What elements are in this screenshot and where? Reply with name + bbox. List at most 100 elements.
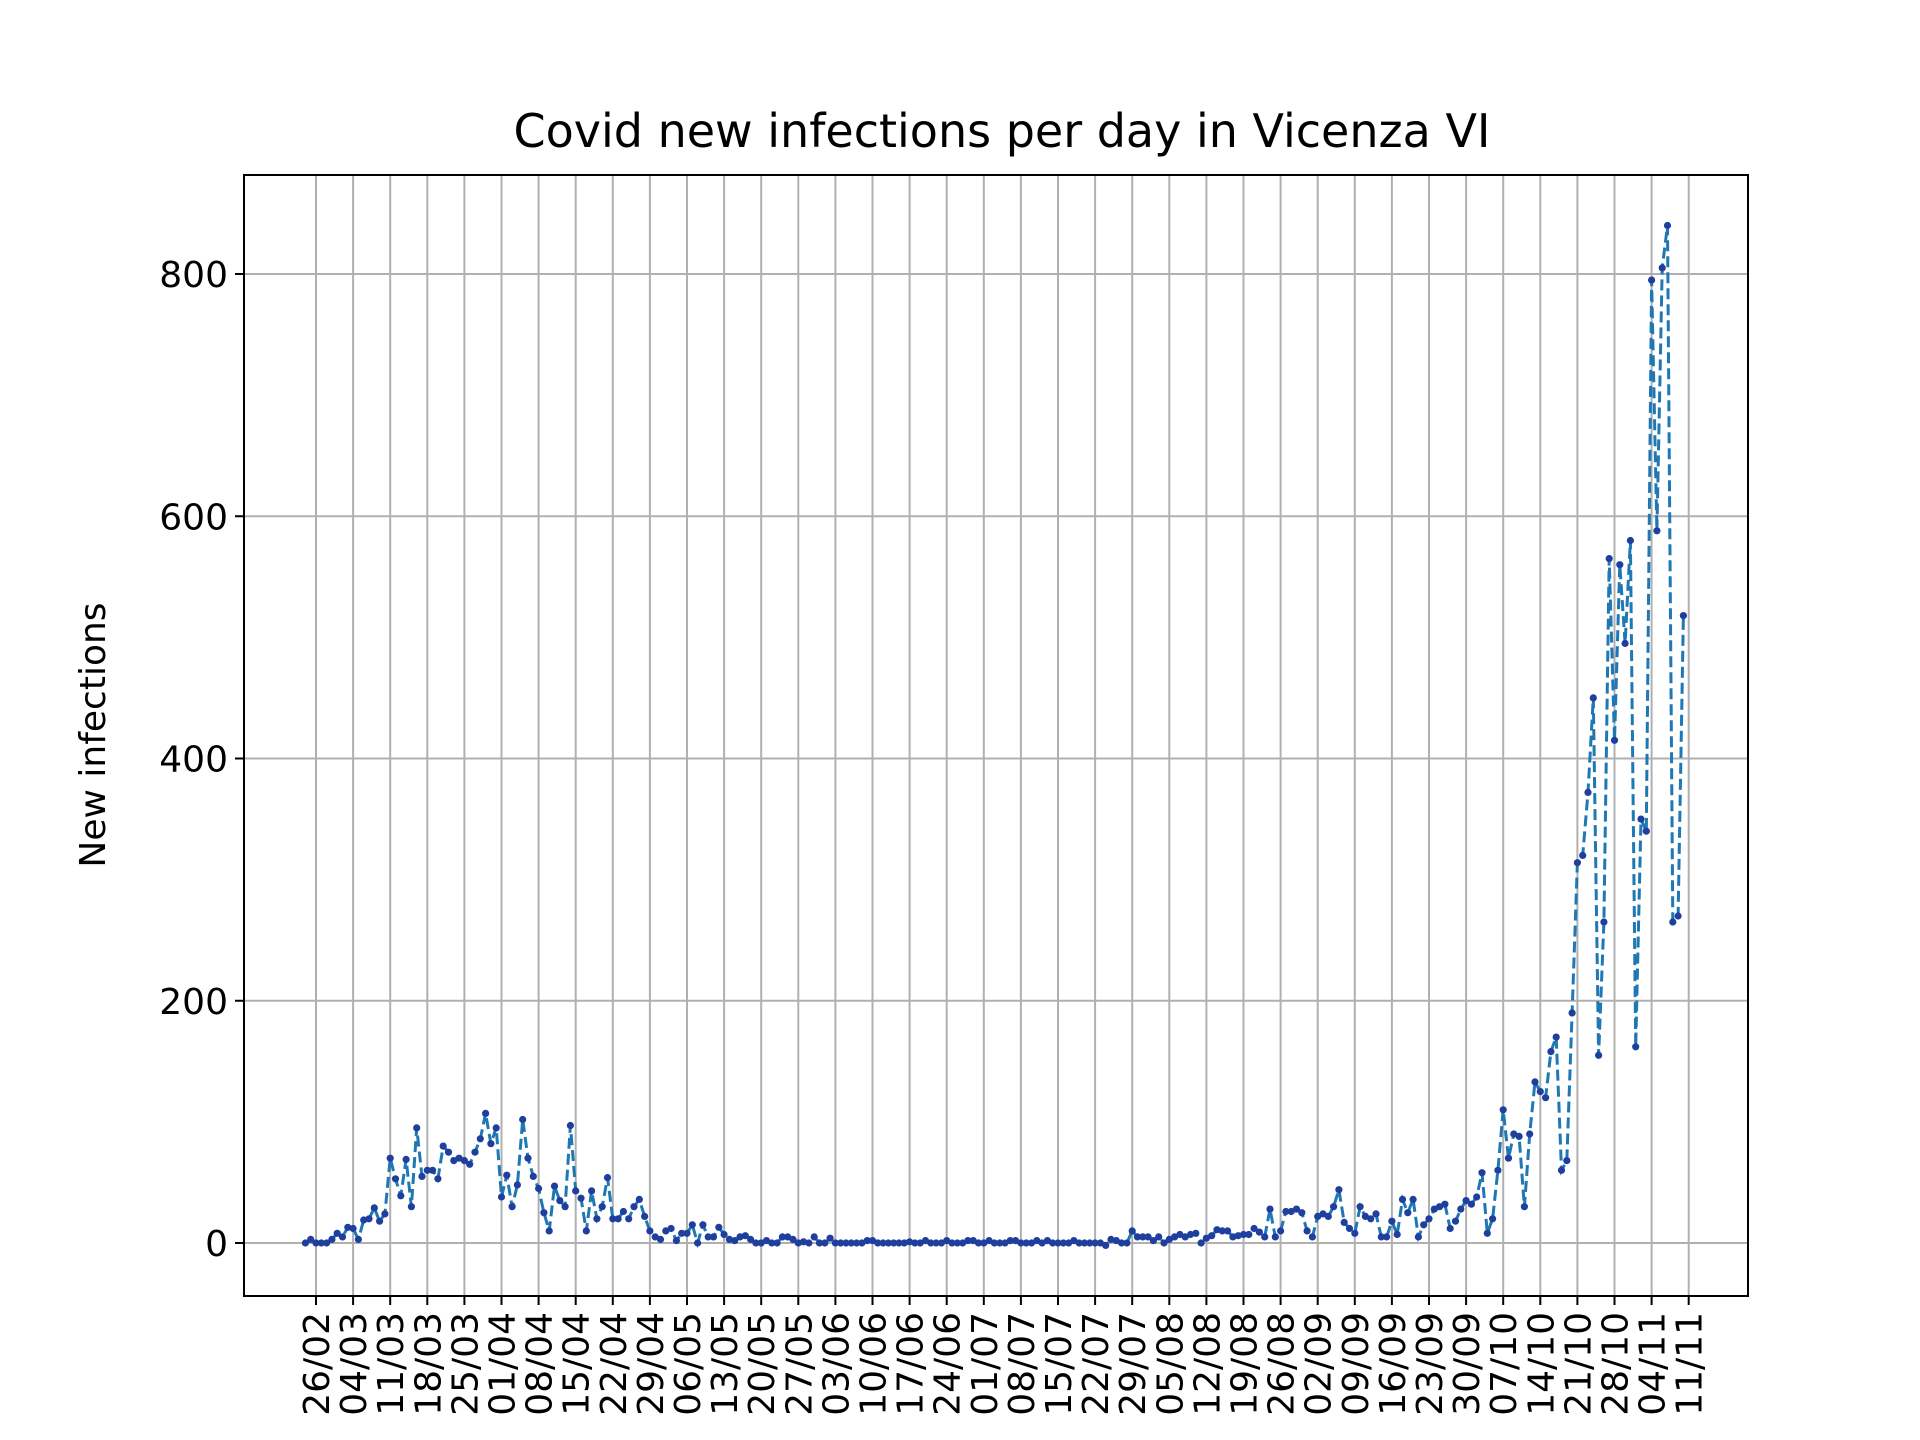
data-point (540, 1209, 548, 1217)
data-point (1383, 1233, 1391, 1241)
data-point (699, 1221, 707, 1229)
y-axis: 0 200 400 600 800 (159, 255, 244, 1265)
plot-frame (243, 174, 1749, 1297)
y-axis-label: New infections (73, 602, 114, 867)
y-tick-label: 600 (159, 497, 228, 538)
x-tick-label: 14/10 (1521, 1312, 1562, 1416)
data-point (429, 1166, 437, 1174)
data-point (1298, 1209, 1306, 1217)
data-point (1642, 827, 1650, 835)
data-point (466, 1160, 474, 1168)
data-point (487, 1140, 495, 1148)
data-point (1526, 1130, 1534, 1138)
data-point (1605, 555, 1613, 563)
data-point (535, 1184, 543, 1193)
data-point (641, 1212, 649, 1220)
data-point (1224, 1227, 1232, 1235)
data-point (556, 1197, 564, 1205)
data-point (1372, 1210, 1380, 1218)
x-tick-label: 24/06 (928, 1312, 969, 1416)
data-point (747, 1235, 755, 1243)
x-tick-label: 11/11 (1670, 1312, 1711, 1416)
data-point (709, 1233, 718, 1241)
data-point (1255, 1228, 1263, 1236)
data-point (1128, 1227, 1136, 1235)
x-tick-label: 01/07 (965, 1312, 1006, 1416)
data-point (1308, 1233, 1316, 1241)
data-point (1679, 612, 1687, 620)
data-point (953, 1239, 961, 1247)
x-tick-label: 29/04 (631, 1312, 672, 1416)
data-point (365, 1215, 373, 1223)
x-tick-label: 15/04 (557, 1312, 598, 1416)
x-tick-label: 02/09 (1299, 1312, 1340, 1416)
data-point (1271, 1233, 1279, 1241)
data-point (577, 1194, 585, 1202)
data-point (460, 1157, 468, 1165)
x-tick-label: 04/11 (1633, 1312, 1674, 1416)
data-point (1303, 1227, 1311, 1235)
data-point (1536, 1088, 1544, 1096)
data-point (1653, 527, 1661, 535)
data-point (1351, 1229, 1359, 1237)
data-point (1589, 694, 1597, 702)
x-tick-label: 10/06 (854, 1312, 895, 1416)
data-point (301, 1239, 309, 1247)
data-point (497, 1193, 506, 1201)
x-tick-label: 07/10 (1484, 1312, 1525, 1416)
chart-title: Covid new infections per day in Vicenza … (513, 104, 1490, 158)
data-point (1330, 1203, 1338, 1211)
data-point (1393, 1230, 1401, 1239)
data-point (312, 1239, 320, 1247)
series-line-group (301, 221, 1687, 1249)
data-point (1547, 1048, 1555, 1056)
data-point (720, 1230, 728, 1239)
data-point (418, 1172, 426, 1180)
data-point (1573, 859, 1581, 867)
x-tick-label: 21/10 (1558, 1312, 1599, 1416)
data-point (1075, 1239, 1083, 1247)
data-point (656, 1235, 665, 1243)
data-point (1208, 1232, 1216, 1240)
data-point (768, 1239, 776, 1247)
data-point (482, 1109, 490, 1117)
data-point (1648, 276, 1656, 284)
data-point (630, 1203, 638, 1211)
data-point (1467, 1200, 1475, 1208)
data-point (837, 1239, 845, 1247)
data-point (1626, 536, 1634, 545)
data-point (1345, 1224, 1354, 1233)
data-point (471, 1148, 479, 1156)
x-tick-label: 06/05 (668, 1312, 709, 1416)
data-point (1277, 1227, 1285, 1235)
x-axis: 26/0204/0311/0318/0325/0301/0408/0415/04… (297, 1296, 1711, 1416)
data-point (376, 1217, 384, 1225)
data-point (1674, 912, 1682, 920)
data-point (1086, 1239, 1094, 1247)
data-point (1123, 1239, 1131, 1247)
data-point (741, 1232, 749, 1240)
x-tick-label: 28/10 (1596, 1312, 1637, 1416)
data-point (731, 1237, 739, 1245)
data-point (492, 1124, 500, 1132)
data-point (1568, 1009, 1576, 1017)
data-point (927, 1239, 935, 1247)
data-point (1367, 1215, 1375, 1223)
data-point (1499, 1106, 1507, 1114)
data-point (1531, 1078, 1539, 1086)
data-point (842, 1239, 850, 1247)
data-point (789, 1235, 797, 1243)
data-point (1563, 1157, 1571, 1165)
data-point (1006, 1237, 1014, 1245)
data-point (646, 1227, 654, 1235)
x-tick-label: 20/05 (742, 1312, 783, 1416)
data-point (1049, 1239, 1057, 1247)
data-point (911, 1239, 919, 1247)
y-tick-label: 0 (205, 1224, 228, 1265)
data-point (715, 1223, 723, 1231)
data-point (550, 1182, 559, 1190)
x-tick-label: 01/04 (483, 1312, 524, 1416)
data-point (333, 1229, 341, 1237)
data-point (821, 1239, 829, 1247)
